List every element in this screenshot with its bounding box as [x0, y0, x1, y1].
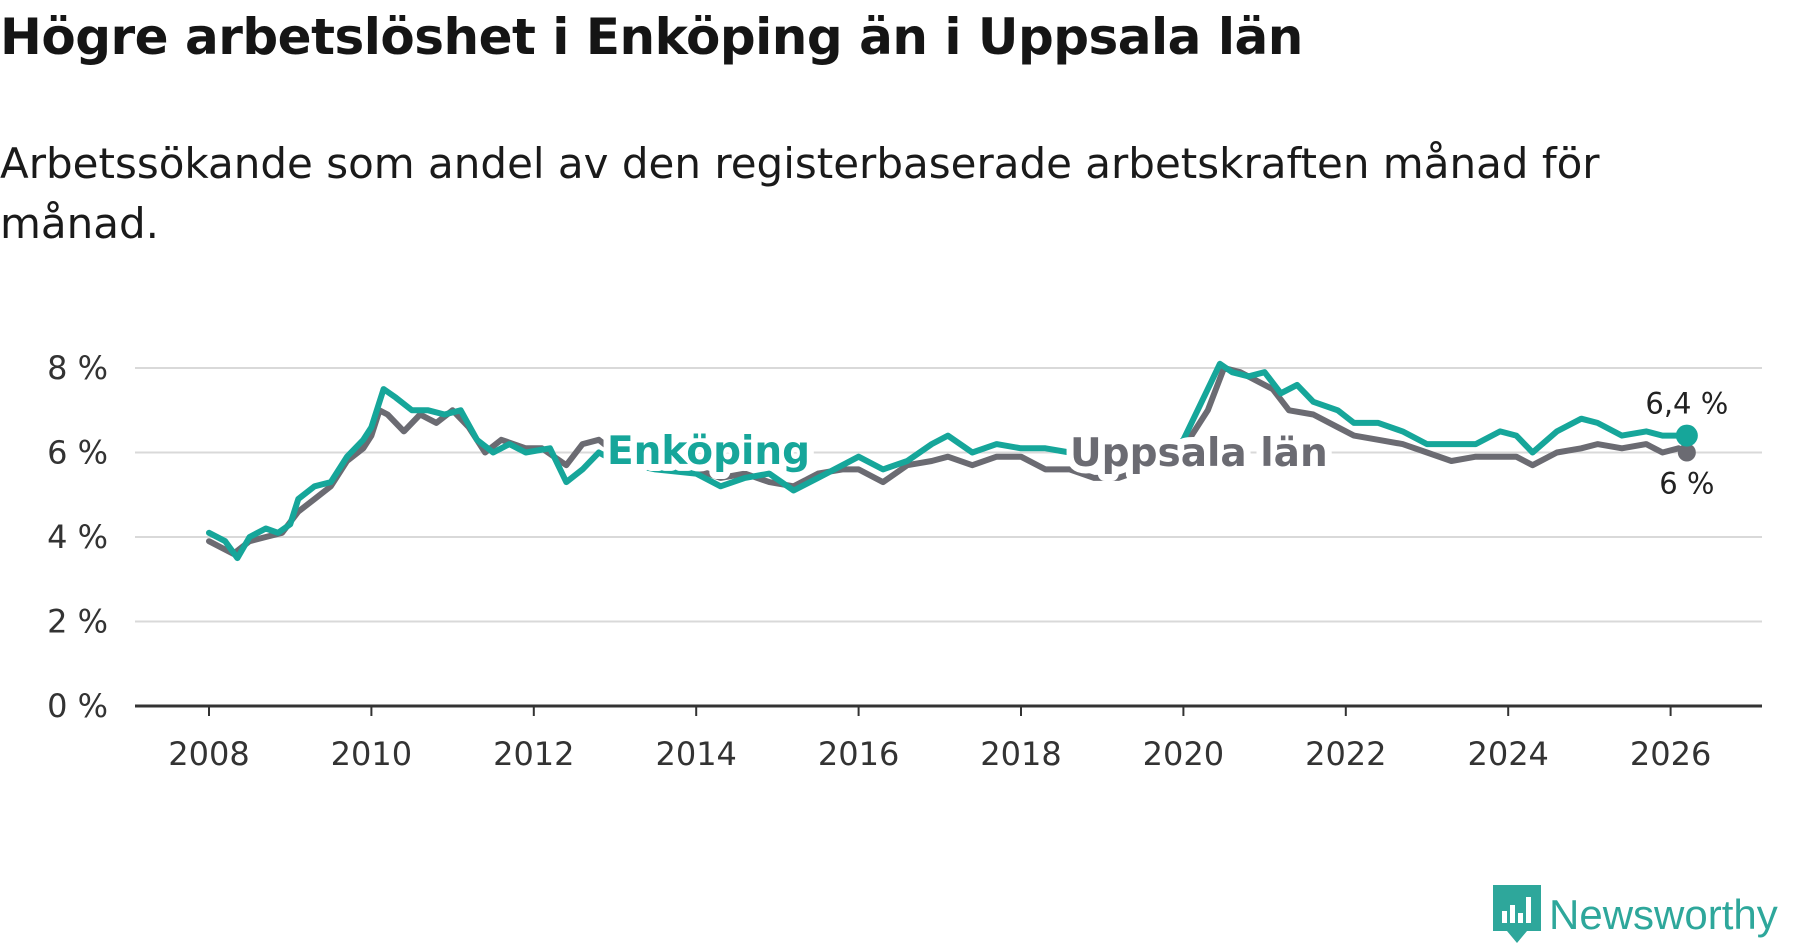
- series-label-uppsala-halo: Uppsala län: [1070, 431, 1328, 476]
- series-line-enk-ping: [206, 360, 1690, 562]
- gridlines: 0 % 2 % 4 % 6 % 8 %: [47, 349, 1762, 725]
- x-axis: 2008 2010 2012 2014 2016 2018 2020 2022 2024 2026: [135, 704, 1762, 773]
- x-tick-label: 2014: [655, 735, 736, 773]
- newsworthy-logo-icon: [1493, 885, 1541, 943]
- x-tick-label: 2022: [1305, 735, 1386, 773]
- x-tick-label: 2026: [1630, 735, 1711, 773]
- y-tick-label: 0 %: [47, 687, 108, 725]
- end-marker-enkoping: [1675, 424, 1698, 447]
- series-line-uppsala-l-n: [206, 365, 1690, 557]
- chart-title: Högre arbetslöshet i Enköping än i Uppsa…: [0, 8, 1303, 66]
- series-lines: [206, 360, 1690, 562]
- end-value-label: 6 %: [1659, 467, 1714, 501]
- y-tick-label: 6 %: [47, 434, 108, 472]
- x-tick-label: 2018: [980, 735, 1061, 773]
- x-tick-label: 2008: [168, 735, 249, 773]
- y-tick-label: 2 %: [47, 603, 108, 641]
- x-tick-label: 2020: [1143, 735, 1224, 773]
- series-label-enkoping: Enköping: [607, 429, 810, 474]
- chart-subtitle: Arbetssökande som andel av den registerb…: [0, 139, 1600, 248]
- series-label-enkoping-halo: Enköping: [607, 429, 810, 474]
- newsworthy-brand: Newsworthy: [1493, 885, 1778, 945]
- x-tick-label: 2012: [493, 735, 574, 773]
- end-marker-uppsala: [1677, 443, 1696, 462]
- brand-name: Newsworthy: [1549, 891, 1778, 938]
- x-tick-label: 2016: [818, 735, 899, 773]
- x-tick-label: 2010: [331, 735, 412, 773]
- y-tick-label: 8 %: [47, 349, 108, 387]
- y-tick-label: 4 %: [47, 518, 108, 556]
- x-tick-label: 2024: [1467, 735, 1548, 773]
- end-value-label: 6,4 %: [1645, 387, 1728, 421]
- series-label-uppsala: Uppsala län: [1070, 431, 1328, 476]
